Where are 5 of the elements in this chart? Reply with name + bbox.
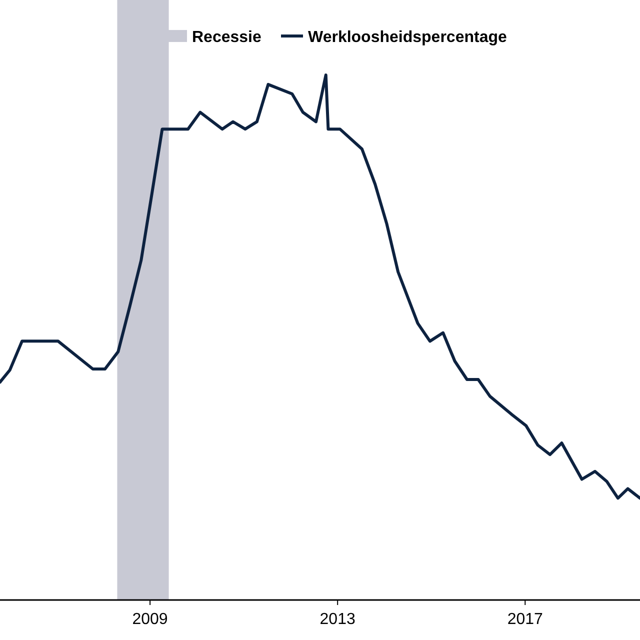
band-label: Recessie [192, 29, 262, 46]
x-tick-label: 2009 [132, 611, 168, 628]
x-tick-label: 2013 [320, 611, 356, 628]
legend-label: Werkloosheidspercentage [308, 29, 507, 46]
x-tick-label: 2017 [507, 611, 544, 628]
